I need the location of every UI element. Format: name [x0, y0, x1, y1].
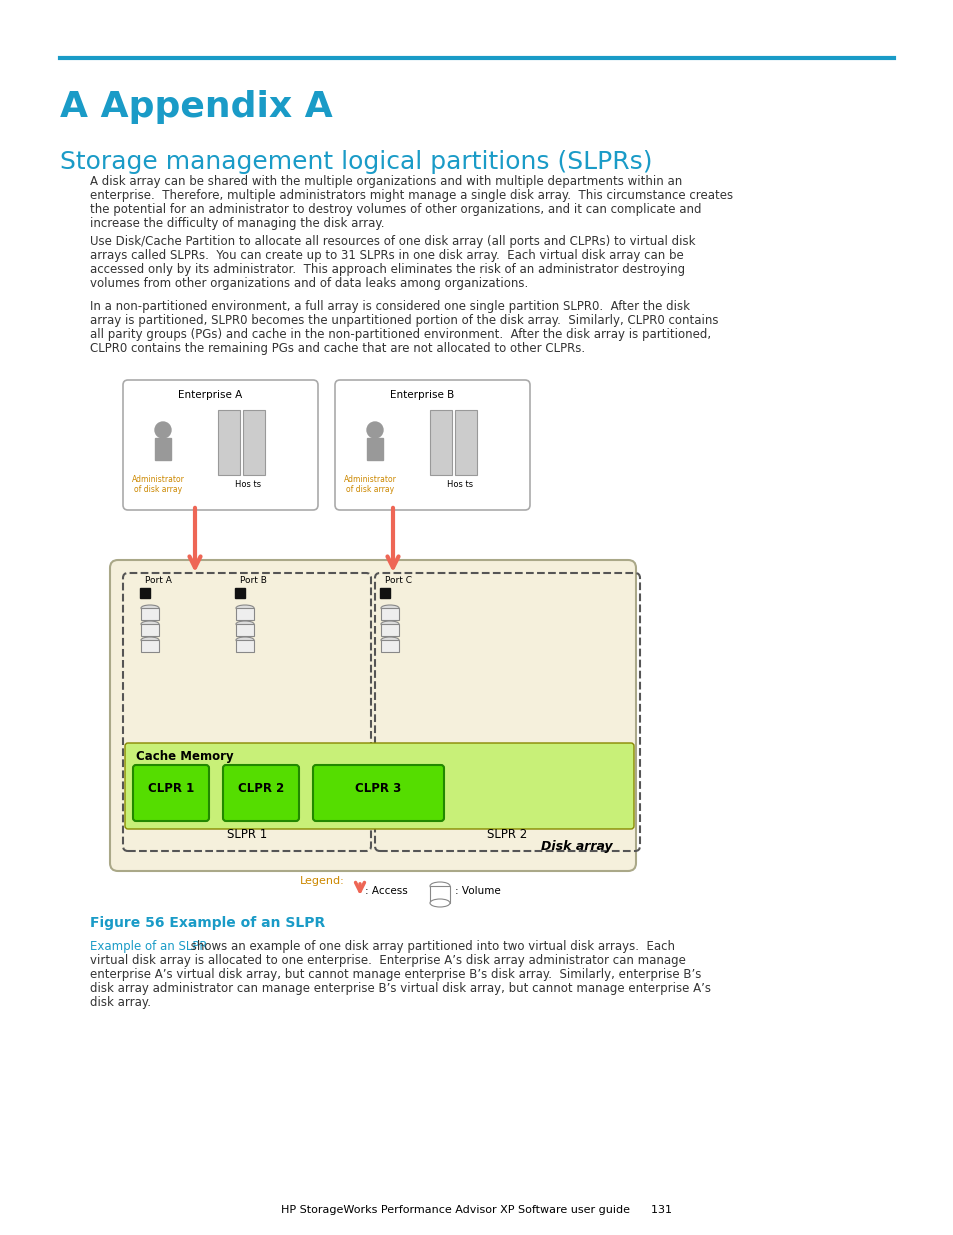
Text: SLPR 2: SLPR 2	[487, 827, 527, 841]
Bar	[141, 640, 159, 652]
Text: Enterprise B: Enterprise B	[390, 390, 455, 400]
Ellipse shape	[141, 605, 159, 611]
Ellipse shape	[380, 605, 398, 611]
Text: Hos ts: Hos ts	[446, 480, 473, 489]
Text: array is partitioned, SLPR0 becomes the unpartitioned portion of the disk array.: array is partitioned, SLPR0 becomes the …	[90, 314, 718, 327]
Bar	[235, 608, 253, 620]
Bar	[235, 624, 253, 636]
Ellipse shape	[430, 899, 450, 906]
Ellipse shape	[235, 621, 253, 627]
Ellipse shape	[141, 637, 159, 643]
Bar	[235, 640, 253, 652]
Text: In a non-partitioned environment, a full array is considered one single partitio: In a non-partitioned environment, a full…	[90, 300, 689, 312]
Bar	[140, 588, 150, 598]
Ellipse shape	[141, 621, 159, 627]
Text: : Volume: : Volume	[455, 885, 500, 897]
Bar	[379, 588, 390, 598]
Ellipse shape	[235, 605, 253, 611]
Text: enterprise.  Therefore, multiple administrators might manage a single disk array: enterprise. Therefore, multiple administ…	[90, 189, 732, 203]
Text: Port C: Port C	[385, 576, 412, 585]
Text: Administrator
of disk array: Administrator of disk array	[343, 475, 396, 494]
Text: CLPR 3: CLPR 3	[355, 782, 401, 794]
Bar	[430, 885, 450, 903]
Text: Administrator
of disk array: Administrator of disk array	[132, 475, 184, 494]
Bar	[243, 410, 265, 475]
Ellipse shape	[380, 637, 398, 643]
FancyBboxPatch shape	[132, 764, 209, 821]
Bar	[218, 410, 240, 475]
Text: A disk array can be shared with the multiple organizations and with multiple dep: A disk array can be shared with the mult…	[90, 175, 681, 188]
FancyBboxPatch shape	[125, 743, 634, 829]
Text: Port B: Port B	[240, 576, 267, 585]
Bar	[455, 410, 476, 475]
Ellipse shape	[235, 637, 253, 643]
Bar	[380, 624, 398, 636]
Text: Disk array: Disk array	[540, 840, 613, 853]
Ellipse shape	[380, 621, 398, 627]
Bar	[141, 608, 159, 620]
Text: HP StorageWorks Performance Advisor XP Software user guide      131: HP StorageWorks Performance Advisor XP S…	[281, 1205, 672, 1215]
Circle shape	[154, 422, 171, 438]
Text: Legend:: Legend:	[299, 876, 344, 885]
Bar	[141, 624, 159, 636]
Text: Figure 56 Example of an SLPR: Figure 56 Example of an SLPR	[90, 916, 325, 930]
Text: disk array administrator can manage enterprise B’s virtual disk array, but canno: disk array administrator can manage ente…	[90, 982, 710, 995]
Text: CLPR 2: CLPR 2	[237, 782, 284, 794]
Ellipse shape	[430, 882, 450, 890]
Bar	[234, 588, 245, 598]
Text: the potential for an administrator to destroy volumes of other organizations, an: the potential for an administrator to de…	[90, 203, 700, 216]
Text: increase the difficulty of managing the disk array.: increase the difficulty of managing the …	[90, 217, 384, 230]
Text: SLPR 1: SLPR 1	[227, 827, 267, 841]
FancyBboxPatch shape	[223, 764, 298, 821]
Text: accessed only by its administrator.  This approach eliminates the risk of an adm: accessed only by its administrator. This…	[90, 263, 684, 275]
Text: Storage management logical partitions (SLPRs): Storage management logical partitions (S…	[60, 149, 652, 174]
Bar	[154, 438, 171, 459]
Text: Use Disk/Cache Partition to allocate all resources of one disk array (all ports : Use Disk/Cache Partition to allocate all…	[90, 235, 695, 248]
FancyBboxPatch shape	[313, 764, 443, 821]
Text: disk array.: disk array.	[90, 995, 151, 1009]
Text: Enterprise A: Enterprise A	[178, 390, 242, 400]
Circle shape	[367, 422, 382, 438]
Text: virtual disk array is allocated to one enterprise.  Enterprise A’s disk array ad: virtual disk array is allocated to one e…	[90, 953, 685, 967]
Text: A Appendix A: A Appendix A	[60, 90, 333, 124]
Text: all parity groups (PGs) and cache in the non-partitioned environment.  After the: all parity groups (PGs) and cache in the…	[90, 329, 710, 341]
Text: Port A: Port A	[145, 576, 172, 585]
Text: Hos ts: Hos ts	[234, 480, 261, 489]
Bar	[367, 438, 382, 459]
Text: shows an example of one disk array partitioned into two virtual disk arrays.  Ea: shows an example of one disk array parti…	[187, 940, 675, 953]
FancyBboxPatch shape	[123, 380, 317, 510]
FancyBboxPatch shape	[335, 380, 530, 510]
Text: CLPR0 contains the remaining PGs and cache that are not allocated to other CLPRs: CLPR0 contains the remaining PGs and cac…	[90, 342, 584, 354]
Bar	[380, 640, 398, 652]
Text: : Access: : Access	[365, 885, 407, 897]
Text: arrays called SLPRs.  You can create up to 31 SLPRs in one disk array.  Each vir: arrays called SLPRs. You can create up t…	[90, 249, 683, 262]
FancyBboxPatch shape	[110, 559, 636, 871]
Text: CLPR 1: CLPR 1	[148, 782, 193, 794]
Bar	[380, 608, 398, 620]
Text: Example of an SLPR: Example of an SLPR	[90, 940, 208, 953]
Text: enterprise A’s virtual disk array, but cannot manage enterprise B’s disk array. : enterprise A’s virtual disk array, but c…	[90, 968, 700, 981]
Bar	[430, 410, 452, 475]
Text: volumes from other organizations and of data leaks among organizations.: volumes from other organizations and of …	[90, 277, 528, 290]
Text: Cache Memory: Cache Memory	[136, 750, 233, 763]
